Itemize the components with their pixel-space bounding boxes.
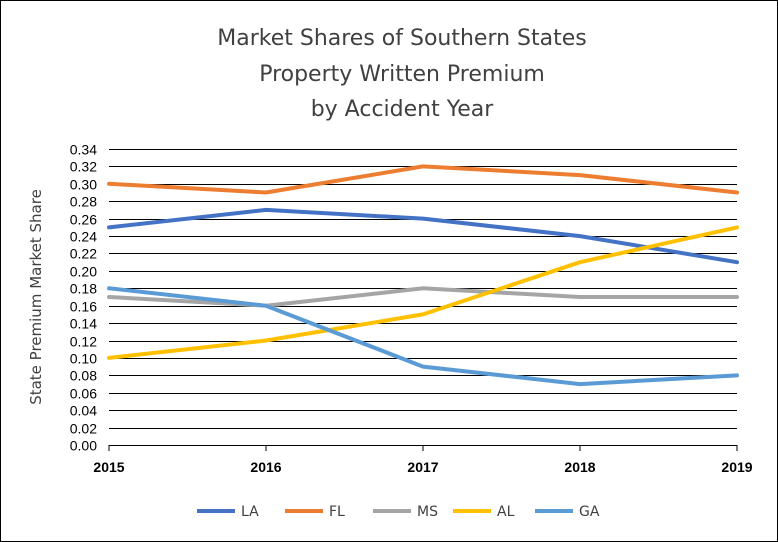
x-tick-label: 2017	[407, 459, 438, 475]
legend-label-al: AL	[497, 504, 515, 520]
legend: LA FL MS AL GA	[197, 504, 600, 520]
y-axis-label: State Premium Market Share	[27, 189, 45, 405]
y-axis-ticks: 0.000.02 0.040.06 0.080.100.12 0.140.16 0.18…	[70, 142, 97, 454]
x-tick-label: 2019	[721, 459, 752, 475]
y-tick-label: 0.04	[70, 403, 97, 419]
chart-title-line-3: by Accident Year	[311, 97, 495, 122]
y-tick-label: 0.18	[70, 281, 97, 297]
series-line-la	[107, 207, 739, 265]
series-line-al	[107, 225, 739, 360]
legend-label-ga: GA	[579, 504, 600, 520]
y-tick-label: 0.10	[70, 351, 97, 367]
chart-title-line-2: Property Written Premium	[259, 62, 545, 87]
y-tick-label: 0.34	[70, 142, 97, 158]
series-lines	[107, 164, 739, 387]
y-tick-label: 0.20	[70, 264, 97, 280]
y-tick-label: 0.02	[70, 421, 97, 437]
y-tick-label: 0.28	[70, 194, 97, 210]
y-tick-label: 0.06	[70, 386, 97, 402]
y-tick-label: 0.26	[70, 212, 97, 228]
y-tick-label: 0.12	[70, 334, 97, 350]
y-tick-label: 0.22	[70, 246, 97, 262]
legend-label-fl: FL	[329, 504, 345, 520]
y-tick-label: 0.16	[70, 299, 97, 315]
y-tick-label: 0.14	[70, 316, 97, 332]
x-tick-label: 2018	[564, 459, 595, 475]
series-line-ms	[107, 286, 739, 308]
x-tick-label: 2016	[250, 459, 281, 475]
legend-label-la: LA	[241, 504, 259, 520]
x-tick-label: 2015	[93, 459, 124, 475]
chart-title: Market Shares of Southern States Propert…	[217, 26, 587, 122]
y-tick-label: 0.30	[70, 177, 97, 193]
y-tick-label: 0.32	[70, 159, 97, 175]
series-line-fl	[107, 164, 739, 195]
chart-title-line-1: Market Shares of Southern States	[217, 26, 587, 51]
x-axis-ticks: 2015 2016 2017 2018 2019	[93, 445, 753, 475]
series-line-ga	[107, 286, 739, 387]
y-tick-label: 0.08	[70, 368, 97, 384]
y-tick-label: 0.24	[70, 229, 97, 245]
y-tick-label: 0.00	[70, 438, 97, 454]
legend-label-ms: MS	[417, 504, 438, 520]
